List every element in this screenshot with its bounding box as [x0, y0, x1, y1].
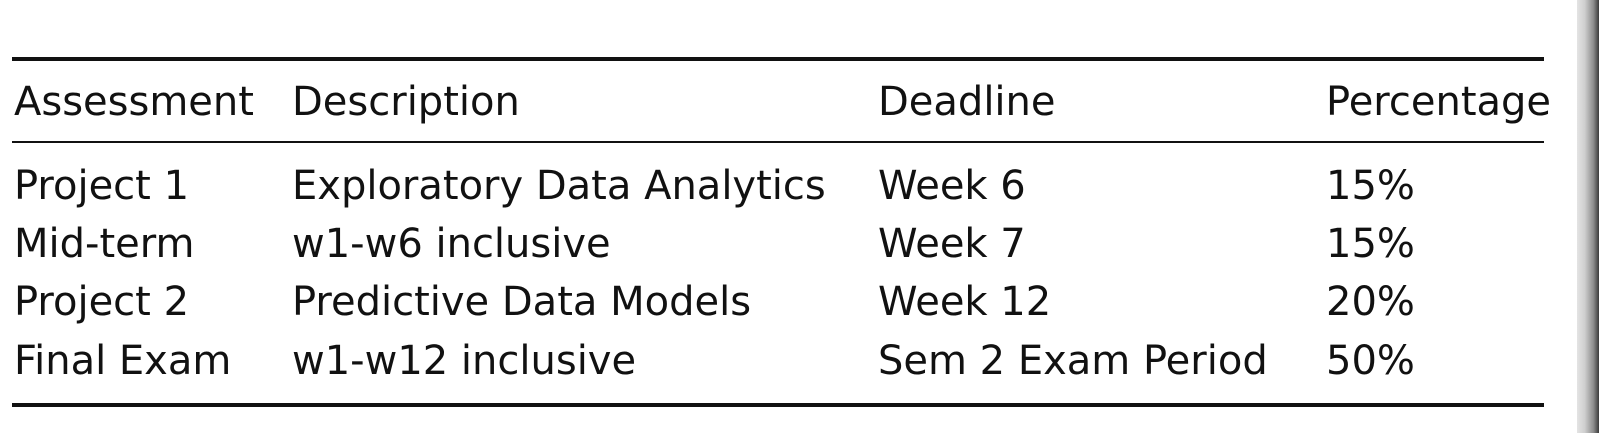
table-header-row: Assessment Description Deadline Percenta… — [0, 76, 1570, 128]
header-description: Description — [292, 79, 520, 125]
percentage-cell: 15% — [1326, 221, 1415, 267]
assessment-cell: Project 1 — [14, 163, 190, 209]
page-edge-shadow — [1577, 0, 1599, 433]
assessment-cell: Mid-term — [14, 221, 195, 267]
header-percentage: Percentage — [1326, 79, 1552, 125]
table-row: Final Exam w1-w12 inclusive Sem 2 Exam P… — [0, 335, 1570, 387]
description-cell: w1-w12 inclusive — [292, 338, 637, 384]
assessment-cell: Final Exam — [14, 338, 232, 384]
header-deadline: Deadline — [878, 79, 1056, 125]
deadline-cell: Week 12 — [878, 279, 1052, 325]
table-row: Project 2 Predictive Data Models Week 12… — [0, 276, 1570, 328]
deadline-cell: Sem 2 Exam Period — [878, 338, 1268, 384]
table-header-rule — [12, 141, 1544, 143]
description-cell: w1-w6 inclusive — [292, 221, 611, 267]
table-bottom-rule — [12, 403, 1544, 407]
description-cell: Exploratory Data Analytics — [292, 163, 826, 209]
description-cell: Predictive Data Models — [292, 279, 752, 325]
assessment-cell: Project 2 — [14, 279, 190, 325]
deadline-cell: Week 7 — [878, 221, 1026, 267]
table-row: Project 1 Exploratory Data Analytics Wee… — [0, 160, 1570, 212]
header-assessment: Assessment — [14, 79, 254, 125]
table-top-rule — [12, 57, 1544, 61]
percentage-cell: 50% — [1326, 338, 1415, 384]
percentage-cell: 15% — [1326, 163, 1415, 209]
percentage-cell: 20% — [1326, 279, 1415, 325]
table-row: Mid-term w1-w6 inclusive Week 7 15% — [0, 218, 1570, 270]
deadline-cell: Week 6 — [878, 163, 1026, 209]
